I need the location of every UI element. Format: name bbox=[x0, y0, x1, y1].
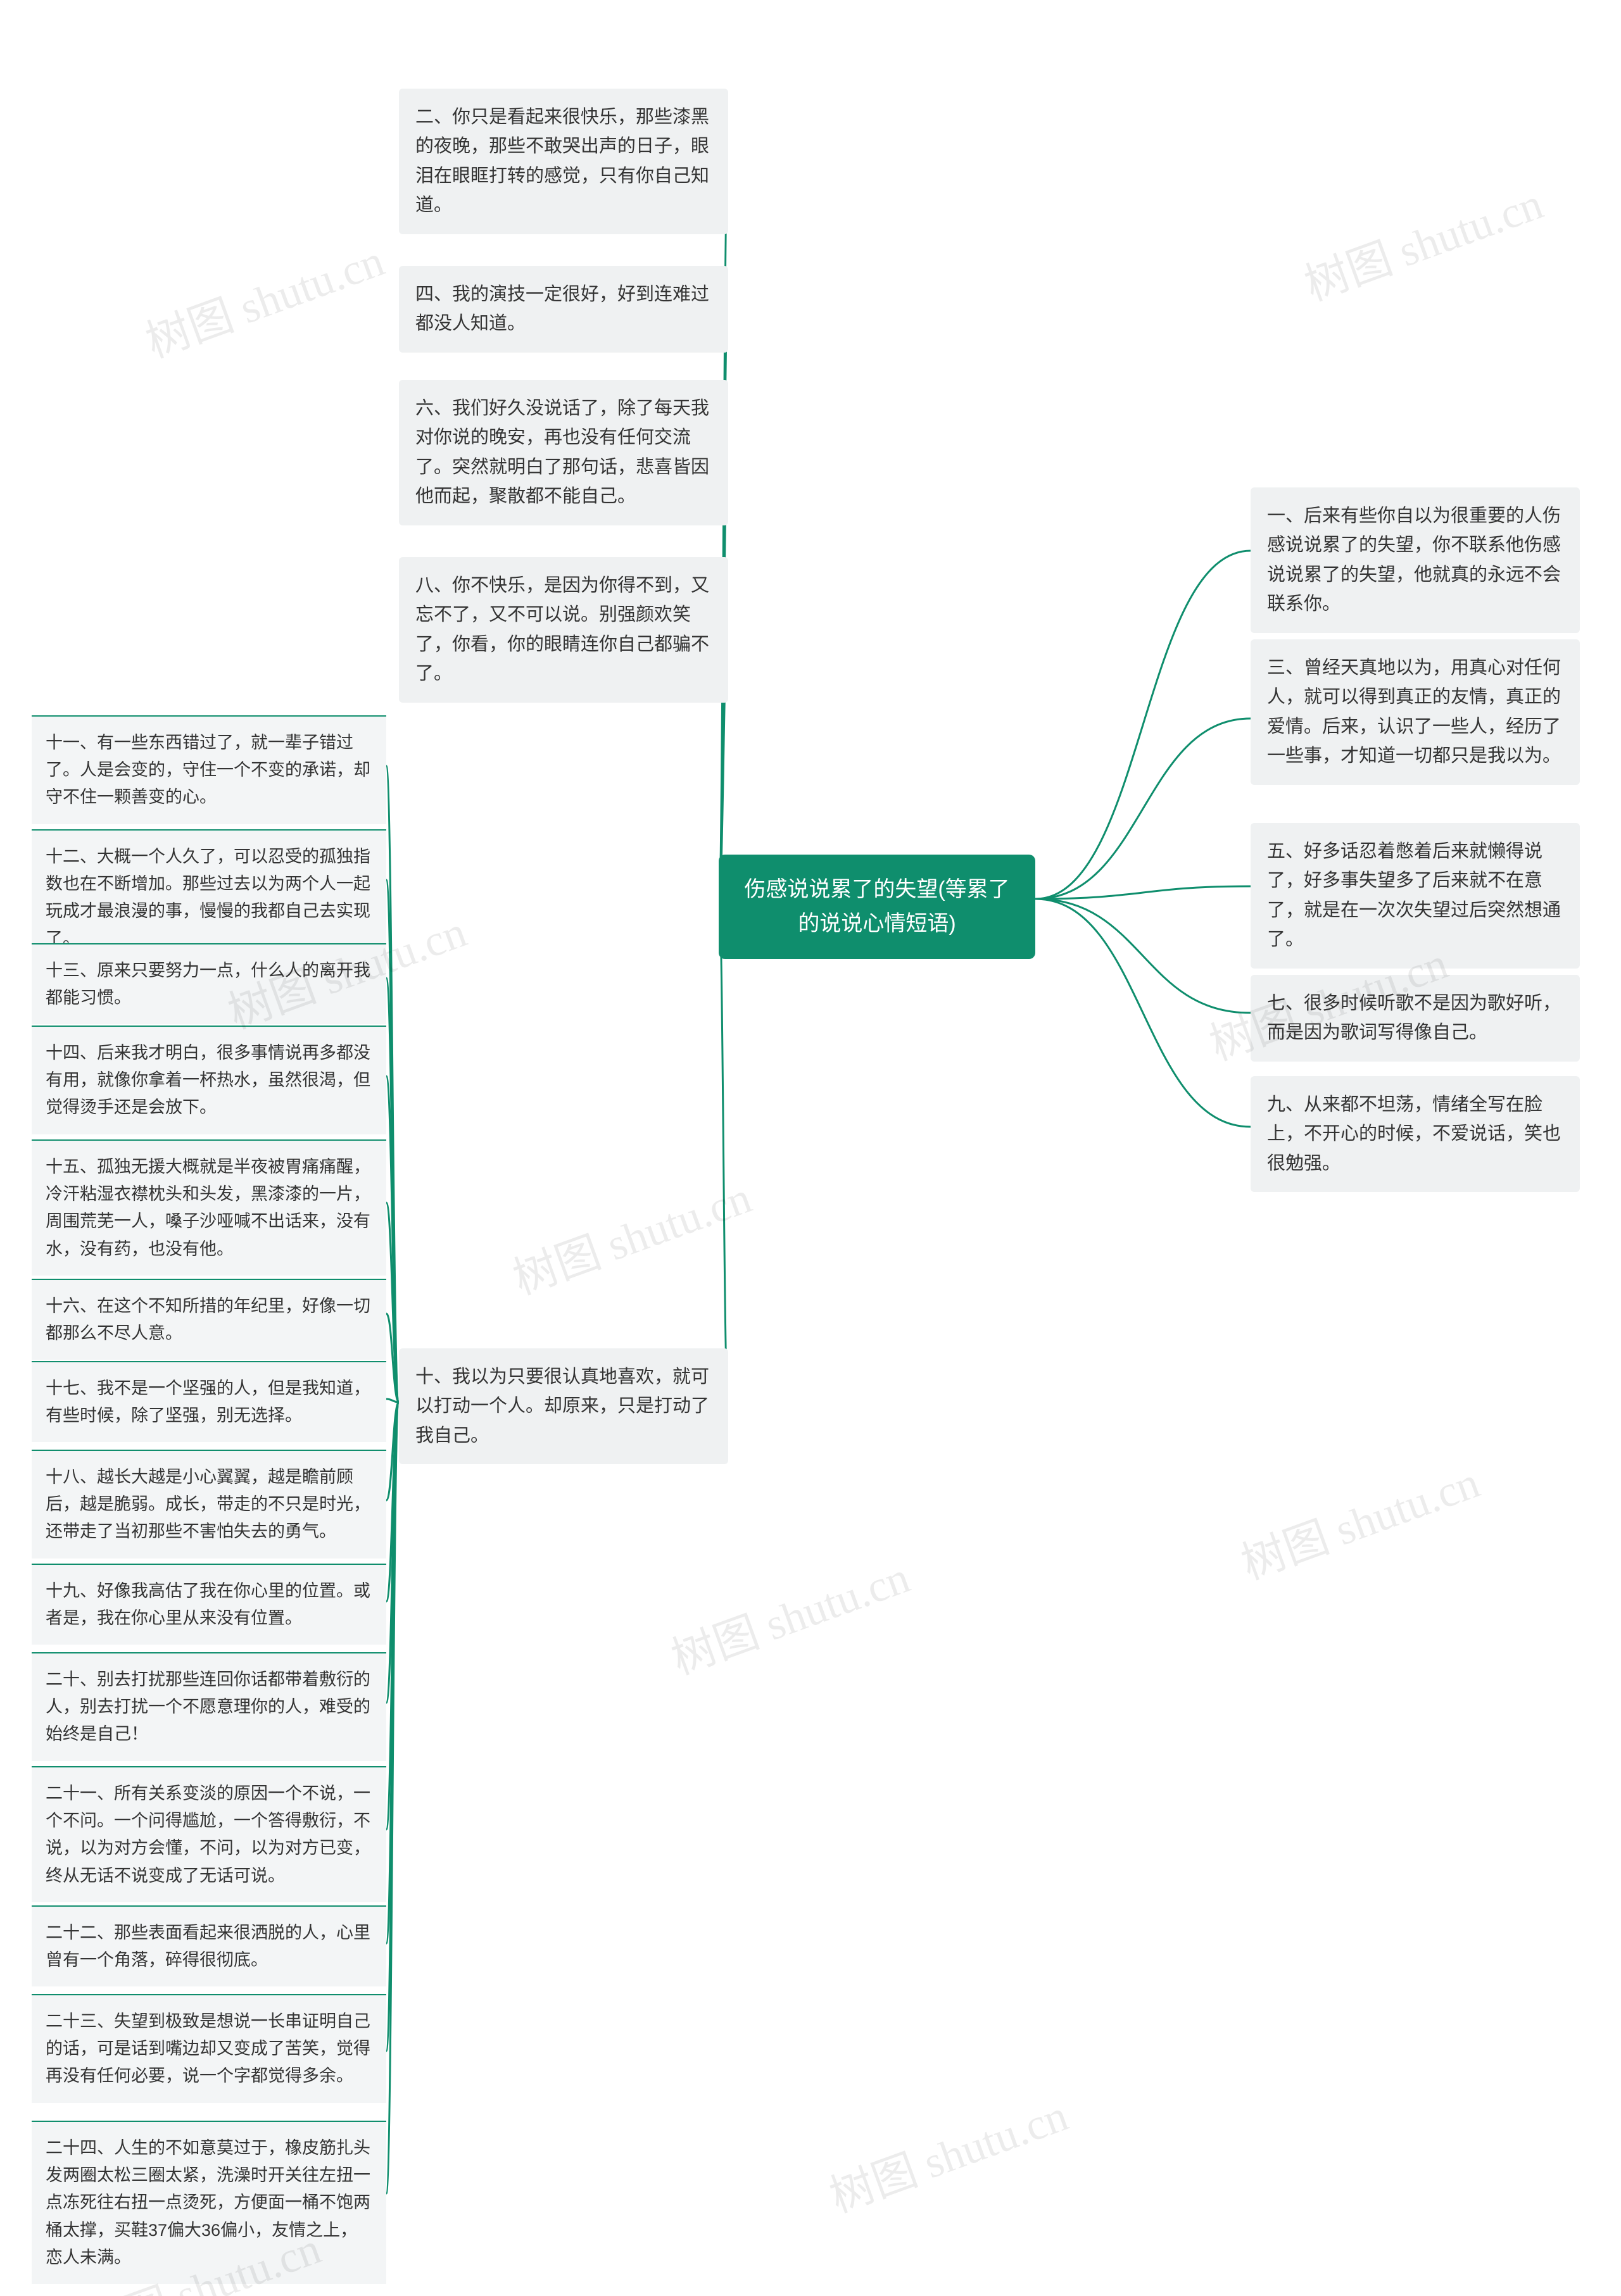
leaf-text: 六、我们好久没说话了，除了每天我对你说的晚安，再也没有任何交流了。突然就明白了那… bbox=[415, 398, 709, 506]
child-text: 二十四、人生的不如意莫过于，橡皮筋扎头发两圈太松三圈太紧，洗澡时开关往左扭一点冻… bbox=[46, 2138, 370, 2267]
leaf-node-r9: 九、从来都不坦荡，情绪全写在脸上，不开心的时候，不爱说话，笑也很勉强。 bbox=[1251, 1076, 1580, 1192]
child-text: 十一、有一些东西错过了，就一辈子错过了。人是会变的，守住一个不变的承诺，却守不住… bbox=[46, 733, 370, 806]
watermark: 树图 shutu.cn bbox=[820, 2080, 1076, 2225]
child-text: 十五、孤独无援大概就是半夜被胃痛痛醒，冷汗粘湿衣襟枕头和头发，黑漆漆的一片，周围… bbox=[46, 1157, 370, 1258]
leaf-node-r3: 三、曾经天真地以为，用真心对任何人，就可以得到真正的友情，真正的爱情。后来，认识… bbox=[1251, 639, 1580, 785]
watermark: 树图 shutu.cn bbox=[662, 1542, 918, 1687]
child-node-c20: 二十、别去打扰那些连回你话都带着敷衍的人，别去打扰一个不愿意理你的人，难受的始终… bbox=[32, 1652, 386, 1761]
leaf-text: 五、好多话忍着憋着后来就懒得说了，好多事失望多了后来就不在意了，就是在一次次失望… bbox=[1267, 841, 1561, 950]
watermark: 树图 shutu.cn bbox=[1295, 168, 1551, 313]
child-text: 十三、原来只要努力一点，什么人的离开我都能习惯。 bbox=[46, 961, 370, 1007]
child-text: 十二、大概一个人久了，可以忍受的孤独指数也在不断增加。那些过去以为两个人一起玩成… bbox=[46, 847, 370, 948]
leaf-text: 九、从来都不坦荡，情绪全写在脸上，不开心的时候，不爱说话，笑也很勉强。 bbox=[1267, 1095, 1561, 1174]
watermark: 树图 shutu.cn bbox=[1232, 1447, 1487, 1592]
leaf-node-l4: 四、我的演技一定很好，好到连难过都没人知道。 bbox=[399, 266, 728, 353]
child-text: 二十一、所有关系变淡的原因一个不说，一个不问。一个问得尴尬，一个答得敷衍，不说，… bbox=[46, 1784, 370, 1885]
leaf-text: 一、后来有些你自以为很重要的人伤感说说累了的失望，你不联系他伤感说说累了的失望，… bbox=[1267, 506, 1561, 614]
leaf-text: 十、我以为只要很认真地喜欢，就可以打动一个人。却原来，只是打动了我自己。 bbox=[415, 1367, 709, 1446]
child-node-c11: 十一、有一些东西错过了，就一辈子错过了。人是会变的，守住一个不变的承诺，却守不住… bbox=[32, 715, 386, 824]
child-text: 二十二、那些表面看起来很洒脱的人，心里曾有一个角落，碎得很彻底。 bbox=[46, 1923, 370, 1969]
leaf-node-r7: 七、很多时候听歌不是因为歌好听，而是因为歌词写得像自己。 bbox=[1251, 975, 1580, 1062]
leaf-text: 二、你只是看起来很快乐，那些漆黑的夜晚，那些不敢哭出声的日子，眼泪在眼眶打转的感… bbox=[415, 107, 709, 215]
child-text: 十九、好像我高估了我在你心里的位置。或者是，我在你心里从来没有位置。 bbox=[46, 1581, 370, 1628]
leaf-text: 七、很多时候听歌不是因为歌好听，而是因为歌词写得像自己。 bbox=[1267, 993, 1561, 1043]
leaf-node-l2: 二、你只是看起来很快乐，那些漆黑的夜晚，那些不敢哭出声的日子，眼泪在眼眶打转的感… bbox=[399, 89, 728, 234]
child-node-c15: 十五、孤独无援大概就是半夜被胃痛痛醒，冷汗粘湿衣襟枕头和头发，黑漆漆的一片，周围… bbox=[32, 1139, 386, 1276]
child-node-c13: 十三、原来只要努力一点，什么人的离开我都能习惯。 bbox=[32, 943, 386, 1024]
center-node-text: 伤感说说累了的失望(等累了的说说心情短语) bbox=[744, 877, 1009, 936]
child-text: 二十、别去打扰那些连回你话都带着敷衍的人，别去打扰一个不愿意理你的人，难受的始终… bbox=[46, 1670, 370, 1743]
child-text: 十七、我不是一个坚强的人，但是我知道，有些时候，除了坚强，别无选择。 bbox=[46, 1379, 370, 1425]
leaf-node-l8: 八、你不快乐，是因为你得不到，又忘不了，又不可以说。别强颜欢笑了，你看，你的眼睛… bbox=[399, 557, 728, 703]
child-node-c21: 二十一、所有关系变淡的原因一个不说，一个不问。一个问得尴尬，一个答得敷衍，不说，… bbox=[32, 1766, 386, 1902]
child-node-c14: 十四、后来我才明白，很多事情说再多都没有用，就像你拿着一杯热水，虽然很渴，但觉得… bbox=[32, 1026, 386, 1134]
mindmap-canvas: 伤感说说累了的失望(等累了的说说心情短语) 一、后来有些你自以为很重要的人伤感说… bbox=[0, 0, 1621, 2296]
leaf-text: 三、曾经天真地以为，用真心对任何人，就可以得到真正的友情，真正的爱情。后来，认识… bbox=[1267, 658, 1561, 766]
child-node-c23: 二十三、失望到极致是想说一长串证明自己的话，可是话到嘴边却又变成了苦笑，觉得再没… bbox=[32, 1994, 386, 2103]
leaf-text: 四、我的演技一定很好，好到连难过都没人知道。 bbox=[415, 284, 709, 334]
child-text: 二十三、失望到极致是想说一长串证明自己的话，可是话到嘴边却又变成了苦笑，觉得再没… bbox=[46, 2012, 370, 2085]
child-text: 十六、在这个不知所措的年纪里，好像一切都那么不尽人意。 bbox=[46, 1296, 370, 1343]
child-node-c16: 十六、在这个不知所措的年纪里，好像一切都那么不尽人意。 bbox=[32, 1279, 386, 1360]
watermark: 树图 shutu.cn bbox=[503, 1162, 759, 1307]
leaf-node-l6: 六、我们好久没说话了，除了每天我对你说的晚安，再也没有任何交流了。突然就明白了那… bbox=[399, 380, 728, 525]
watermark: 树图 shutu.cn bbox=[136, 225, 392, 370]
leaf-node-r1: 一、后来有些你自以为很重要的人伤感说说累了的失望，你不联系他伤感说说累了的失望，… bbox=[1251, 487, 1580, 633]
child-node-c19: 十九、好像我高估了我在你心里的位置。或者是，我在你心里从来没有位置。 bbox=[32, 1564, 386, 1645]
leaf-text: 八、你不快乐，是因为你得不到，又忘不了，又不可以说。别强颜欢笑了，你看，你的眼睛… bbox=[415, 575, 709, 684]
child-text: 十四、后来我才明白，很多事情说再多都没有用，就像你拿着一杯热水，虽然很渴，但觉得… bbox=[46, 1043, 370, 1117]
leaf-node-r5: 五、好多话忍着憋着后来就懒得说了，好多事失望多了后来就不在意了，就是在一次次失望… bbox=[1251, 823, 1580, 969]
child-node-c22: 二十二、那些表面看起来很洒脱的人，心里曾有一个角落，碎得很彻底。 bbox=[32, 1905, 386, 1986]
child-node-c17: 十七、我不是一个坚强的人，但是我知道，有些时候，除了坚强，别无选择。 bbox=[32, 1361, 386, 1442]
child-node-c24: 二十四、人生的不如意莫过于，橡皮筋扎头发两圈太松三圈太紧，洗澡时开关往左扭一点冻… bbox=[32, 2121, 386, 2284]
child-node-c18: 十八、越长大越是小心翼翼，越是瞻前顾后，越是脆弱。成长，带走的不只是时光，还带走… bbox=[32, 1450, 386, 1559]
child-text: 十八、越长大越是小心翼翼，越是瞻前顾后，越是脆弱。成长，带走的不只是时光，还带走… bbox=[46, 1467, 370, 1541]
center-node: 伤感说说累了的失望(等累了的说说心情短语) bbox=[719, 855, 1035, 959]
leaf-node-l10: 十、我以为只要很认真地喜欢，就可以打动一个人。却原来，只是打动了我自己。 bbox=[399, 1348, 728, 1464]
